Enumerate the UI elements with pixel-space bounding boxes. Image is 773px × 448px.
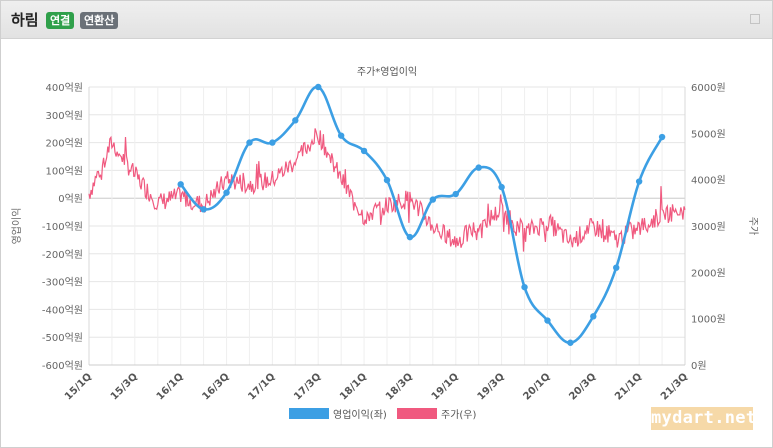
- profit-point: [406, 233, 414, 241]
- x-tick-label: 19/3Q: [476, 371, 507, 402]
- profit-point: [177, 181, 184, 188]
- right-tick-label: 0원: [691, 360, 707, 372]
- left-tick-label: -200억원: [42, 249, 83, 261]
- x-tick-label: 17/1Q: [246, 371, 277, 402]
- left-tick-label: 0억원: [58, 193, 83, 205]
- x-tick-label: 16/1Q: [155, 371, 186, 402]
- profit-point: [498, 183, 505, 191]
- legend-swatch-profit: [289, 408, 329, 419]
- profit-point: [567, 339, 574, 346]
- right-tick-label: 5000원: [691, 128, 726, 140]
- left-tick-label: -300억원: [42, 277, 83, 289]
- profit-point: [521, 283, 528, 291]
- x-tick-label: 20/3Q: [567, 371, 598, 402]
- x-tick-label: 17/3Q: [292, 371, 323, 402]
- profit-point: [383, 176, 391, 184]
- profit-point: [429, 196, 437, 203]
- left-tick-label: -600억원: [42, 360, 83, 372]
- right-tick-label: 1000원: [691, 314, 726, 326]
- x-tick-label: 18/3Q: [384, 371, 415, 402]
- right-tick-label: 3000원: [691, 221, 726, 233]
- legend-swatch-price: [397, 408, 437, 419]
- left-axis-title: 영업이익: [10, 208, 23, 245]
- profit-point: [658, 133, 666, 141]
- left-tick-label: 100억원: [46, 165, 84, 177]
- badge-consolidated[interactable]: 연결: [46, 12, 75, 29]
- expand-icon[interactable]: [750, 14, 760, 24]
- left-tick-label: 400억원: [46, 82, 84, 94]
- right-tick-label: 4000원: [691, 175, 726, 187]
- left-tick-label: -500억원: [42, 332, 83, 344]
- profit-point: [200, 206, 207, 213]
- chart-title: 주가*영업이익: [357, 65, 417, 78]
- profit-point: [292, 117, 299, 124]
- x-tick-label: 18/1Q: [338, 371, 369, 402]
- legend-label-price: 주가(우): [441, 409, 477, 421]
- x-tick-label: 15/3Q: [109, 371, 140, 402]
- x-tick-label: 15/1Q: [63, 371, 94, 402]
- profit-point: [452, 190, 459, 198]
- left-tick-label: -400억원: [42, 304, 83, 316]
- profit-point: [635, 178, 643, 185]
- profit-point: [475, 164, 482, 171]
- watermark: mydart.net: [651, 407, 757, 430]
- right-axis-title: 주가: [747, 217, 759, 235]
- left-tick-label: 200억원: [46, 138, 84, 150]
- right-tick-label: 6000원: [691, 82, 726, 94]
- profit-point: [269, 139, 276, 146]
- x-tick-label: 20/1Q: [521, 371, 552, 402]
- x-tick-label: 19/1Q: [430, 371, 461, 402]
- profit-point: [223, 189, 230, 196]
- profit-series-line: [179, 85, 664, 345]
- x-tick-label: 16/3Q: [201, 371, 232, 402]
- x-tick-label: 21/1Q: [613, 371, 644, 402]
- company-title: 하림: [11, 11, 39, 29]
- x-tick-label: 21/3Q: [659, 371, 690, 402]
- profit-point: [315, 83, 322, 91]
- right-tick-label: 2000원: [691, 267, 726, 279]
- profit-point: [544, 317, 551, 324]
- badge-annualized[interactable]: 연환산: [80, 12, 119, 29]
- left-tick-label: 300억원: [46, 110, 84, 122]
- left-tick-label: -100억원: [42, 221, 83, 233]
- legend-label-profit: 영업이익(좌): [333, 408, 387, 421]
- profit-point: [590, 313, 597, 320]
- profit-point: [337, 132, 345, 139]
- profit-point: [246, 139, 253, 146]
- profit-point: [613, 264, 620, 271]
- profit-point: [360, 147, 368, 155]
- panel-header: 하림 연결 연환산: [1, 1, 772, 39]
- price-series-line: [88, 128, 686, 252]
